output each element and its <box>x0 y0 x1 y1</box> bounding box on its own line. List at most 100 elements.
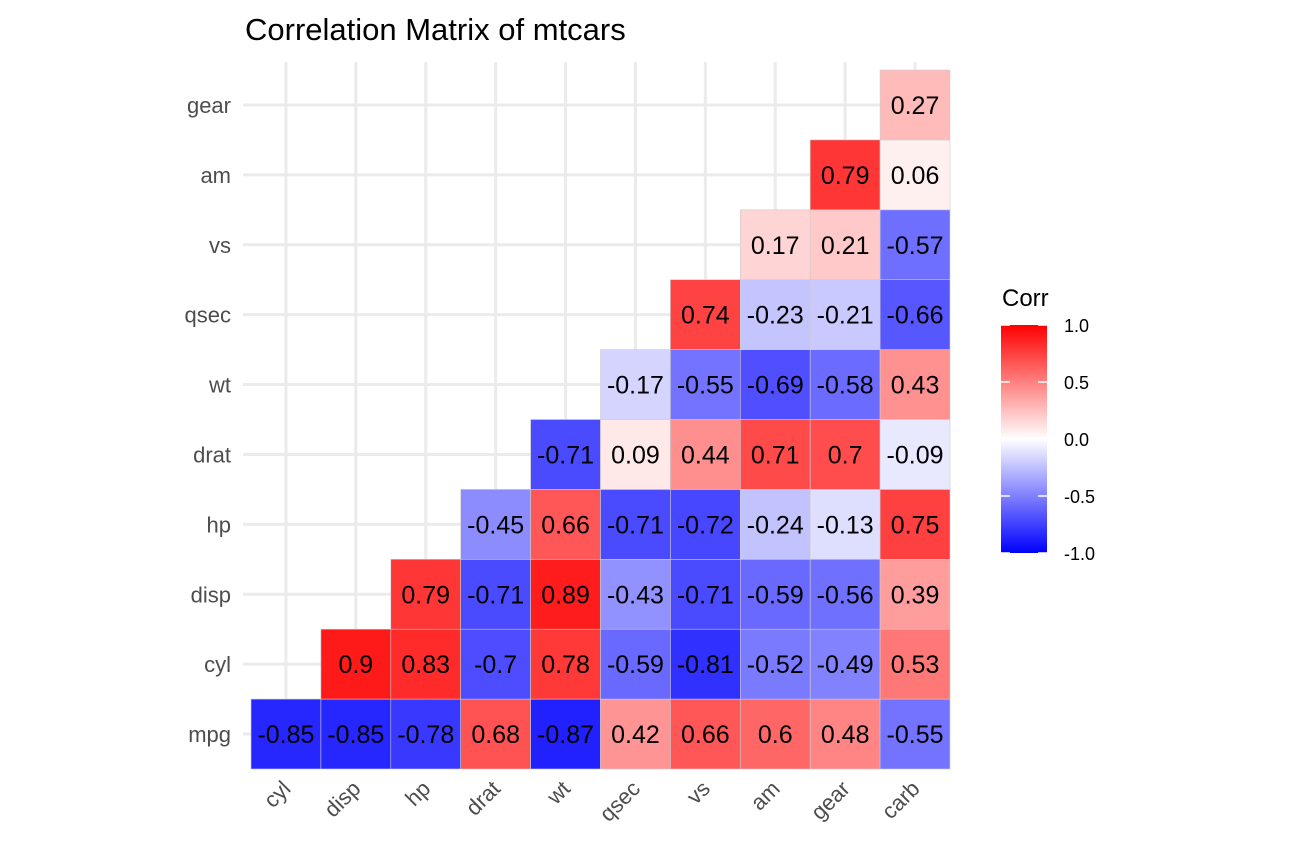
cell-label-qsec-drat: 0.09 <box>611 441 660 469</box>
cell-vs-qsec <box>670 279 741 350</box>
cell-gear-qsec <box>809 279 881 350</box>
x-tick-label-gear: gear <box>806 776 855 825</box>
legend-tick-label-0: 1.0 <box>1064 316 1089 336</box>
cell-am-wt <box>739 349 811 420</box>
cell-label-wt-drat: -0.71 <box>537 441 594 469</box>
cell-qsec-cyl <box>600 628 671 700</box>
cell-vs-hp <box>670 489 741 560</box>
cell-label-drat-mpg: 0.68 <box>471 721 520 749</box>
cell-vs-mpg <box>670 698 741 770</box>
y-tick-label-wt: wt <box>208 373 231 398</box>
cell-cyl-mpg <box>250 698 322 770</box>
cell-layer: -0.85 -0.85 -0.78 0.68 -0.87 0.42 0.66 0.6 0.48-… <box>250 69 951 770</box>
cell-label-gear-vs: 0.21 <box>821 232 870 260</box>
legend-tick-label-2: 0.0 <box>1064 430 1089 450</box>
cell-label-carb-am: 0.06 <box>891 162 940 190</box>
cell-label-vs-wt: -0.55 <box>677 372 734 400</box>
legend-tick-label-3: -0.5 <box>1064 487 1095 507</box>
cell-qsec-hp <box>600 489 671 560</box>
cell-carb-disp <box>879 558 951 630</box>
cell-label-qsec-hp: -0.71 <box>607 511 664 539</box>
cell-vs-disp <box>670 558 741 630</box>
cell-gear-disp <box>809 558 881 630</box>
cell-qsec-wt <box>600 349 671 420</box>
cell-qsec-disp <box>600 558 671 630</box>
y-tick-label-am: am <box>200 163 231 188</box>
cell-label-gear-cyl: -0.49 <box>817 651 874 679</box>
chart-title: Correlation Matrix of mtcars <box>245 12 626 47</box>
cell-gear-mpg <box>809 698 881 770</box>
x-tick-label-qsec: qsec <box>594 776 645 827</box>
cell-label-am-disp: -0.59 <box>747 581 804 609</box>
cell-label-disp-mpg: -0.85 <box>327 721 384 749</box>
y-tick-label-cyl: cyl <box>204 652 231 677</box>
cell-label-hp-mpg: -0.78 <box>397 721 454 749</box>
cell-label-qsec-cyl: -0.59 <box>607 651 664 679</box>
cell-label-gear-drat: 0.7 <box>828 441 863 469</box>
cell-carb-gear <box>879 69 951 141</box>
cell-label-am-qsec: -0.23 <box>747 302 804 330</box>
cell-label-carb-gear: 0.27 <box>891 92 940 120</box>
y-tick-label-drat: drat <box>193 442 231 467</box>
x-tick-label-am: am <box>745 776 784 815</box>
cell-label-disp-cyl: 0.9 <box>338 651 373 679</box>
cell-label-drat-cyl: -0.7 <box>474 651 517 679</box>
cell-carb-hp <box>879 489 951 560</box>
x-tick-label-carb: carb <box>877 776 925 824</box>
y-tick-label-hp: hp <box>207 512 231 537</box>
cell-carb-am <box>879 139 951 211</box>
cell-label-vs-cyl: -0.81 <box>677 651 734 679</box>
x-tick-label-wt: wt <box>541 776 575 810</box>
cell-vs-wt <box>670 349 741 420</box>
cell-label-carb-drat: -0.09 <box>887 441 944 469</box>
y-tick-label-mpg: mpg <box>188 722 231 747</box>
cell-wt-mpg <box>530 698 601 770</box>
cell-label-am-mpg: 0.6 <box>758 721 793 749</box>
cell-hp-disp <box>390 558 461 630</box>
legend-tick-label-4: -1.0 <box>1064 544 1095 564</box>
cell-label-hp-cyl: 0.83 <box>401 651 450 679</box>
cell-label-am-hp: -0.24 <box>747 511 804 539</box>
cell-gear-hp <box>809 489 881 560</box>
y-tick-label-qsec: qsec <box>185 303 231 328</box>
cell-label-wt-mpg: -0.87 <box>537 721 594 749</box>
cell-label-hp-disp: 0.79 <box>401 581 450 609</box>
cell-disp-cyl <box>320 628 392 700</box>
cell-label-vs-hp: -0.72 <box>677 511 734 539</box>
legend-title: Corr <box>1002 285 1049 312</box>
cell-label-gear-mpg: 0.48 <box>821 721 870 749</box>
legend: Corr 1.0 0.5 0.0 -0.5 -1.0 <box>1001 285 1095 564</box>
cell-label-carb-cyl: 0.53 <box>891 651 940 679</box>
cell-label-am-vs: 0.17 <box>751 232 800 260</box>
y-axis: mpg cyl disp hp drat wt qsec vs am gear <box>185 93 231 747</box>
cell-drat-mpg <box>460 698 531 770</box>
cell-carb-cyl <box>879 628 951 700</box>
cell-label-vs-qsec: 0.74 <box>681 302 730 330</box>
cell-label-carb-wt: 0.43 <box>891 372 940 400</box>
cell-carb-vs <box>879 209 951 281</box>
cell-label-qsec-wt: -0.17 <box>607 372 664 400</box>
cell-gear-wt <box>809 349 881 420</box>
cell-label-carb-mpg: -0.55 <box>887 721 944 749</box>
cell-label-wt-cyl: 0.78 <box>541 651 590 679</box>
x-tick-label-hp: hp <box>400 776 435 811</box>
cell-gear-drat <box>809 419 881 490</box>
x-tick-label-disp: disp <box>319 776 365 822</box>
cell-label-am-wt: -0.69 <box>747 372 804 400</box>
cell-label-am-cyl: -0.52 <box>747 651 804 679</box>
cell-label-qsec-disp: -0.43 <box>607 581 664 609</box>
cell-carb-drat <box>879 419 951 490</box>
cell-carb-wt <box>879 349 951 420</box>
cell-hp-mpg <box>390 698 461 770</box>
cell-label-gear-hp: -0.13 <box>817 511 874 539</box>
cell-qsec-drat <box>600 419 671 490</box>
x-tick-label-cyl: cyl <box>259 776 296 813</box>
cell-label-gear-qsec: -0.21 <box>817 302 874 330</box>
x-tick-label-vs: vs <box>682 776 715 809</box>
cell-label-vs-mpg: 0.66 <box>681 721 730 749</box>
cell-label-am-drat: 0.71 <box>751 441 800 469</box>
cell-carb-mpg <box>879 698 951 770</box>
cell-carb-qsec <box>879 279 951 350</box>
cell-disp-mpg <box>320 698 392 770</box>
